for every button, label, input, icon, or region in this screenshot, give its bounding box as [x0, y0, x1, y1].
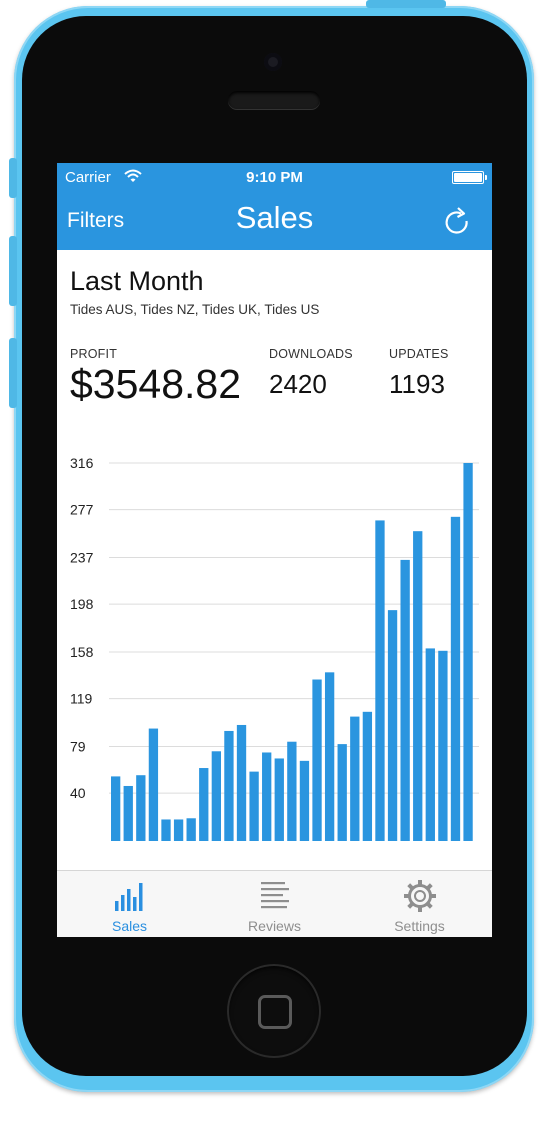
status-time: 9:10 PM	[246, 169, 303, 186]
y-tick-label: 158	[70, 644, 94, 660]
chart-bar[interactable]	[136, 775, 146, 841]
power-button	[366, 0, 446, 8]
wifi-icon	[124, 169, 142, 188]
chart-bar[interactable]	[450, 516, 461, 841]
chart-bar[interactable]	[312, 679, 322, 841]
app-screen: Carrier 9:10 PM Filters Sales Last Month…	[57, 163, 492, 937]
y-tick-label: 119	[70, 691, 93, 707]
battery-icon	[452, 171, 487, 184]
y-tick-label: 79	[70, 739, 86, 755]
tab-label-sales: Sales	[111, 918, 148, 934]
chart-bar[interactable]	[111, 776, 121, 841]
y-tick-label: 277	[70, 502, 94, 518]
chart-bar[interactable]	[400, 559, 410, 841]
y-tick-label: 198	[70, 596, 94, 612]
chart-bar[interactable]	[299, 760, 310, 841]
bar-chart-icon	[115, 883, 143, 911]
mute-switch	[9, 158, 17, 198]
chart-bar[interactable]	[249, 771, 259, 841]
chart-bar[interactable]	[274, 758, 284, 841]
tab-bar: Sales Reviews	[57, 870, 492, 937]
y-tick-label: 40	[70, 785, 86, 801]
y-tick-label: 237	[70, 550, 94, 566]
chart-bar[interactable]	[224, 730, 234, 841]
navigation-bar: Carrier 9:10 PM Filters Sales	[57, 163, 492, 250]
chart-bar[interactable]	[463, 463, 473, 841]
chart-bar[interactable]	[324, 672, 335, 841]
chart-bar[interactable]	[123, 785, 133, 841]
tab-label-reviews: Reviews	[248, 918, 301, 934]
apps-subtitle: Tides AUS, Tides NZ, Tides UK, Tides US	[70, 302, 320, 317]
sales-bar-chart: 316 277 237 198 158 119 79 40	[70, 455, 479, 841]
tab-sales[interactable]: Sales	[57, 871, 202, 937]
chart-bar[interactable]	[350, 716, 360, 841]
chart-bar[interactable]	[173, 819, 184, 841]
chart-bar[interactable]	[199, 768, 209, 841]
chart-bar[interactable]	[211, 751, 222, 841]
chart-bar[interactable]	[161, 819, 171, 841]
page-title: Sales	[235, 200, 314, 235]
tab-label-settings: Settings	[394, 918, 445, 934]
refresh-icon[interactable]	[444, 205, 470, 240]
chart-bar[interactable]	[375, 520, 385, 841]
chart-bar[interactable]	[262, 752, 272, 841]
chart-bar[interactable]	[413, 531, 423, 841]
chart-bar[interactable]	[186, 818, 196, 841]
updates-value: 1193	[389, 369, 445, 399]
y-tick-label: 316	[70, 455, 94, 471]
chart-bar[interactable]	[438, 650, 448, 841]
home-button[interactable]	[227, 964, 321, 1058]
chart-bar[interactable]	[148, 728, 159, 841]
chart-bar[interactable]	[287, 741, 297, 841]
list-lines-icon	[261, 882, 289, 909]
carrier-label: Carrier	[65, 169, 111, 186]
updates-label: UPDATES	[389, 347, 449, 361]
chart-bar[interactable]	[387, 610, 398, 841]
chart-bar[interactable]	[236, 724, 247, 841]
volume-down-button	[9, 338, 17, 408]
tab-reviews[interactable]: Reviews	[202, 871, 347, 937]
profit-label: PROFIT	[70, 347, 118, 361]
front-camera	[264, 53, 282, 71]
downloads-label: DOWNLOADS	[269, 347, 353, 361]
tab-settings[interactable]: Settings	[347, 871, 492, 937]
chart-bar[interactable]	[425, 648, 435, 841]
earpiece-speaker	[228, 91, 320, 109]
gear-icon	[404, 880, 436, 912]
volume-up-button	[9, 236, 17, 306]
chart-bar[interactable]	[337, 744, 347, 841]
home-square-icon	[258, 995, 292, 1029]
period-title: Last Month	[70, 266, 204, 296]
filters-button[interactable]: Filters	[67, 209, 125, 232]
profit-value: $3548.82	[70, 361, 242, 407]
downloads-value: 2420	[269, 369, 327, 399]
chart-bar[interactable]	[362, 711, 373, 841]
